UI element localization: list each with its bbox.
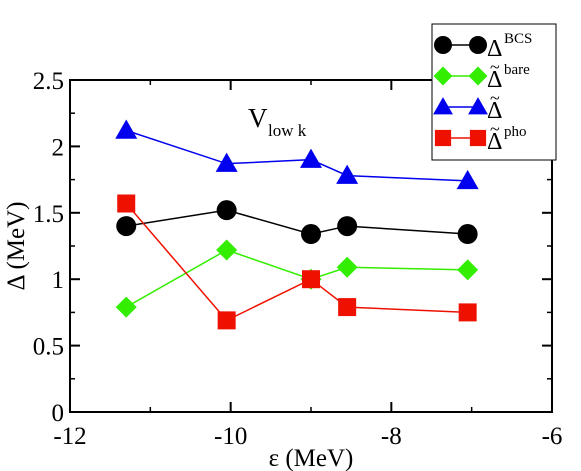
data-point-tilde-triangle — [336, 164, 359, 184]
series-line-bare-diamond — [125, 249, 468, 308]
legend-marker — [433, 66, 453, 86]
legend-label-main: Δ — [487, 129, 502, 155]
data-point-bare-diamond — [336, 256, 358, 278]
legend-marker — [434, 129, 452, 147]
data-point-pho-square — [302, 270, 320, 289]
x-tick-label: -8 — [381, 423, 402, 450]
legend-label-main: Δ — [487, 67, 502, 93]
legend-marker — [434, 36, 452, 54]
x-axis-label: ε (MeV) — [269, 445, 354, 471]
legend-label-sup: bare — [504, 62, 530, 78]
y-tick-label: 1.5 — [33, 201, 64, 228]
annotation-main: V — [248, 103, 268, 133]
legend-label-sup: pho — [504, 124, 527, 140]
legend-item-BCS-circle: Δ BCS — [434, 31, 532, 62]
x-tick-label: -10 — [214, 423, 247, 450]
x-tick-label: -6 — [542, 423, 563, 450]
data-point-pho-square — [338, 298, 357, 317]
data-point-pho-square — [458, 303, 477, 322]
data-point-pho-square — [117, 194, 136, 213]
y-tick-label: 2 — [52, 134, 65, 161]
legend-label-sup: BCS — [504, 31, 532, 47]
data-point-tilde-triangle — [115, 119, 138, 139]
data-point-tilde-triangle — [300, 148, 322, 168]
data-point-bare-diamond — [115, 296, 137, 318]
legend-tilde: ~ — [490, 57, 500, 77]
legend-item-tilde-triangle: Δ~ — [433, 88, 502, 124]
data-point-BCS-circle — [116, 216, 137, 237]
legend-label-main: Δ — [487, 36, 502, 62]
y-tick-label: 2.5 — [33, 68, 64, 95]
legend-marker — [469, 129, 487, 147]
plot-annotation: V low k — [248, 103, 307, 140]
data-point-tilde-triangle — [456, 169, 479, 190]
data-point-tilde-triangle — [215, 152, 238, 172]
y-tick-label: 0.5 — [33, 334, 64, 361]
axis-tick-labels: -12 -10 -8 -6 0 0.5 1 1.5 2 2.5 — [33, 68, 563, 450]
legend-marker — [469, 36, 487, 54]
legend-item-pho-square: Δ~ pho — [434, 119, 527, 155]
data-point-bare-diamond — [457, 259, 479, 281]
series-lines — [125, 129, 468, 322]
legend-item-bare-diamond: Δ~ bare — [433, 57, 530, 93]
legend-marker — [468, 66, 488, 86]
series-line-pho-square — [125, 203, 468, 322]
data-point-BCS-circle — [337, 216, 358, 237]
legend-marker — [468, 97, 488, 115]
data-point-BCS-circle — [216, 200, 237, 221]
data-point-BCS-circle — [301, 224, 321, 245]
legend-tilde: ~ — [490, 119, 500, 139]
series-markers — [115, 119, 479, 330]
data-point-BCS-circle — [457, 224, 478, 245]
y-tick-label: 0 — [52, 400, 65, 427]
data-point-bare-diamond — [216, 239, 238, 261]
legend-marker — [433, 97, 453, 115]
y-axis-label: Δ (MeV) — [3, 202, 30, 291]
y-tick-label: 1 — [52, 267, 65, 294]
annotation-sub: low k — [268, 121, 307, 140]
series-line-BCS-circle — [126, 209, 468, 235]
data-point-pho-square — [217, 311, 236, 330]
x-tick-label: -12 — [53, 423, 86, 450]
legend-tilde: ~ — [490, 88, 500, 108]
legend-label-main: Δ — [487, 98, 502, 124]
